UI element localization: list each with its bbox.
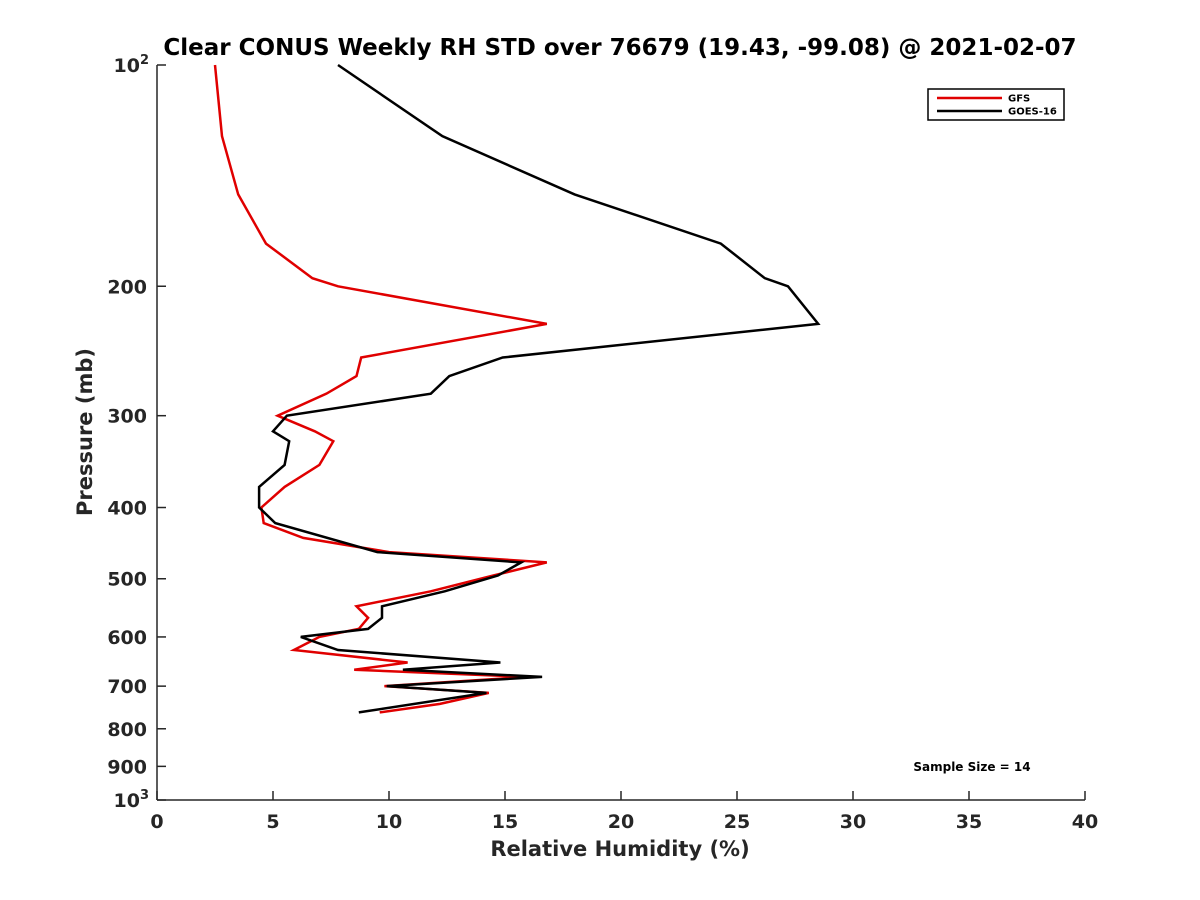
x-tick-label: 15 [492,811,518,833]
y-tick-label: 800 [107,719,147,741]
x-tick-label: 10 [376,811,402,833]
legend-label: GFS [1008,94,1030,105]
x-tick-label: 30 [840,811,866,833]
chart-title: Clear CONUS Weekly RH STD over 76679 (19… [163,35,1076,61]
y-tick-label: 500 [107,569,147,591]
y-tick-label: 200 [107,276,147,298]
y-tick-label: 300 [107,406,147,428]
sample-size-annotation: Sample Size = 14 [913,760,1030,774]
y-tick-label: 102 [114,53,150,77]
y-tick-label: 103 [114,788,150,812]
x-tick-label: 35 [956,811,982,833]
legend-box [927,88,1065,121]
x-tick-label: 25 [724,811,750,833]
y-tick-label: 900 [107,756,147,778]
axes-layer: 0 5 10 15 20 25 30 35 40 102 200 300 400 500 600 700 800… [107,53,1098,833]
y-axis-label: Pressure (mb) [73,348,97,516]
series-line-goes-16 [257,63,821,714]
y-tick-label: 600 [107,627,147,649]
series-line-gfs [213,64,548,714]
x-tick-label: 0 [150,811,163,833]
x-tick-label: 5 [266,811,279,833]
x-tick-label: 20 [608,811,634,833]
y-tick-label: 400 [107,498,147,520]
x-axis-label: Relative Humidity (%) [490,837,749,861]
x-tick-label: 40 [1072,811,1098,833]
legend-label: GOES-16 [1008,107,1057,118]
series-layer [213,63,821,714]
y-tick-label: 700 [107,676,147,698]
legend: GFS GOES-16 [927,88,1065,121]
